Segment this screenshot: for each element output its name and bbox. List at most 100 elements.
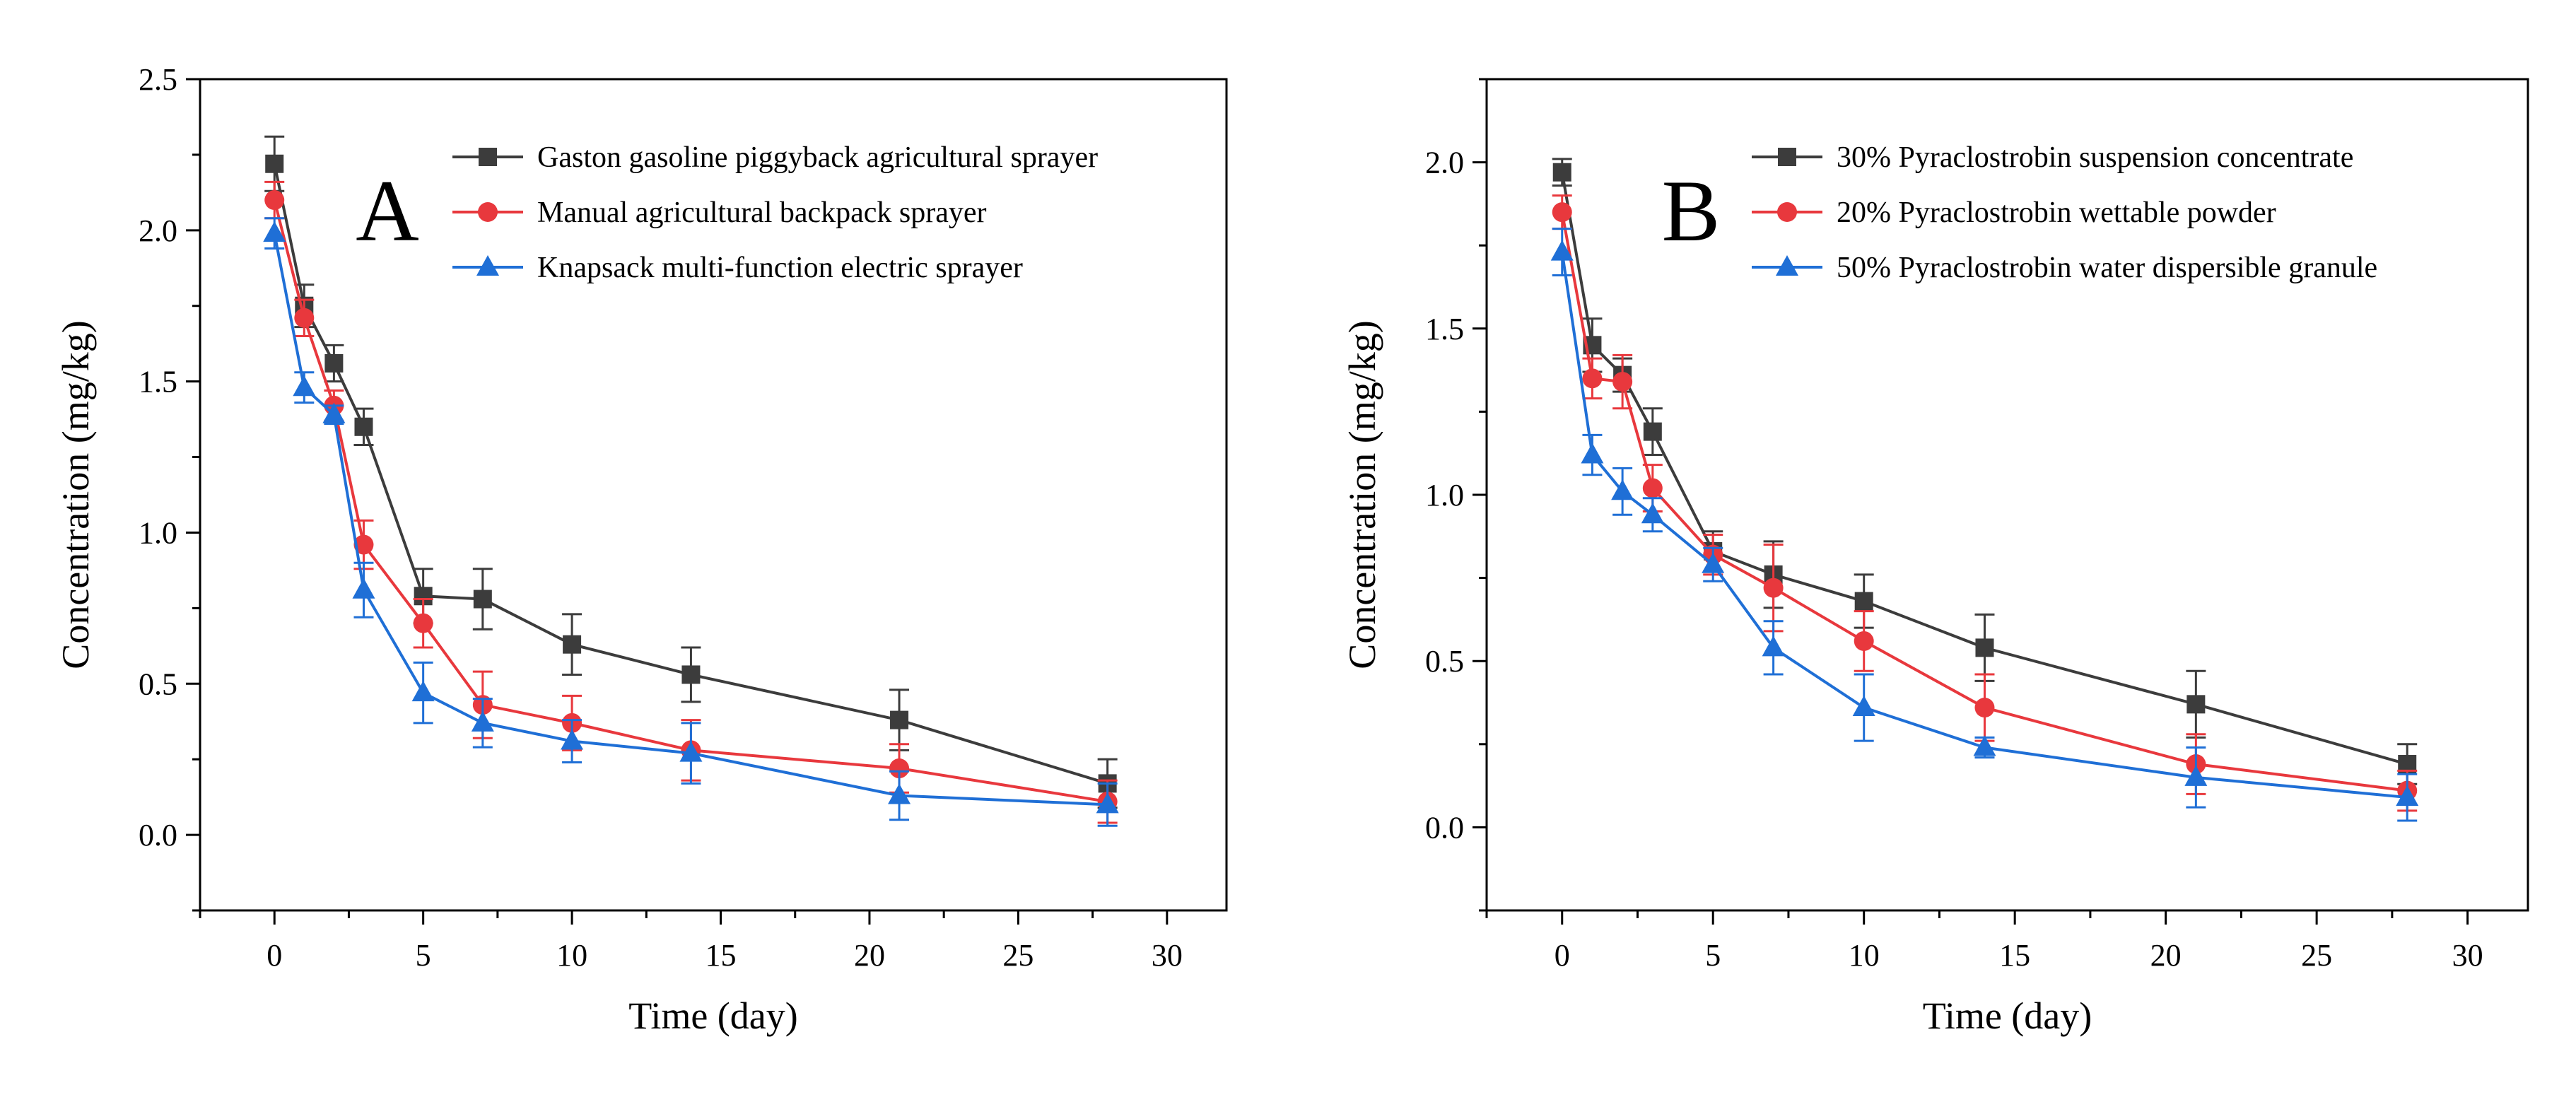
x-tick-label: 25 — [1002, 938, 1034, 973]
data-point — [1550, 240, 1574, 261]
x-tick-label: 30 — [2452, 938, 2483, 973]
data-point — [2184, 765, 2208, 786]
data-point — [1641, 503, 1664, 524]
y-tick-label: 1.5 — [139, 365, 177, 399]
data-point — [1581, 442, 1604, 464]
y-tick-label: 0.0 — [1425, 810, 1464, 845]
x-tick-label: 10 — [1849, 938, 1880, 973]
y-tick-label: 2.0 — [1425, 146, 1464, 180]
data-point — [411, 681, 435, 702]
data-point — [1643, 422, 1662, 441]
x-axis-title: Time (day) — [628, 995, 798, 1037]
y-tick-label: 1.5 — [1425, 312, 1464, 346]
y-tick-label: 1.0 — [139, 515, 177, 550]
data-point — [1854, 631, 1874, 651]
data-point — [1975, 638, 1994, 657]
data-point — [1702, 552, 1725, 573]
series-3 — [263, 217, 1119, 827]
data-point — [293, 375, 316, 397]
data-point — [1612, 372, 1633, 392]
x-tick-label: 10 — [556, 938, 587, 973]
data-point — [1552, 163, 1571, 182]
series-2 — [1552, 194, 2418, 812]
x-tick-label: 0 — [1555, 938, 1570, 973]
data-point — [265, 154, 284, 173]
data-point — [888, 783, 911, 804]
legend-label: 20% Pyraclostrobin wettable powder — [1837, 197, 2276, 229]
data-point — [1973, 735, 1996, 756]
series-line — [273, 233, 1108, 807]
series-3 — [1550, 228, 2419, 822]
x-tick-label: 30 — [1152, 938, 1183, 973]
data-point — [1854, 592, 1873, 611]
data-point — [2396, 785, 2419, 807]
data-point — [1974, 698, 1995, 718]
data-point — [413, 613, 433, 633]
legend-marker — [1776, 255, 1798, 276]
data-point — [354, 417, 373, 436]
legend-label: Knapsack multi-function electric sprayer — [537, 252, 1023, 284]
x-tick-label: 5 — [416, 938, 431, 973]
x-tick-label: 25 — [2301, 938, 2332, 973]
data-point — [563, 635, 582, 654]
x-tick-label: 20 — [854, 938, 885, 973]
data-point — [2186, 695, 2206, 714]
data-point — [322, 402, 346, 423]
y-axis-title: Concentration (mg/kg) — [1341, 320, 1383, 669]
chart-panel-a: 0 5 10 15 20 25 30 0.0 0.5 1.0 1.5 2.0 2.5 Time (day)… — [54, 62, 1228, 1037]
x-tick-label: 15 — [1999, 938, 2030, 973]
data-point — [1763, 577, 1784, 598]
legend-marker — [1777, 202, 1797, 222]
series-line — [273, 199, 1108, 804]
y-tick-label: 1.0 — [1425, 478, 1464, 512]
series-line — [273, 163, 1108, 785]
y-tick-label: 2.5 — [139, 62, 177, 97]
series-line — [1560, 172, 2408, 766]
data-point — [1552, 202, 1572, 223]
legend-marker — [1778, 148, 1796, 166]
x-tick-label: 20 — [2150, 938, 2182, 973]
legend-label: 30% Pyraclostrobin suspension concentrat… — [1837, 141, 2353, 174]
data-point — [324, 353, 344, 373]
data-point — [679, 741, 703, 762]
data-point — [1582, 368, 1603, 389]
legend-label: Gaston gasoline piggyback agricultural s… — [537, 141, 1098, 174]
series-line — [1560, 211, 2408, 792]
data-point — [264, 190, 285, 211]
plot-frame — [199, 78, 1228, 912]
data-point — [1611, 479, 1634, 500]
legend-label: Manual agricultural backpack sprayer — [537, 197, 987, 229]
data-point — [1096, 792, 1119, 814]
y-tick-label: 2.0 — [139, 213, 177, 248]
y-axis-title: Concentration (mg/kg) — [54, 320, 97, 669]
x-tick-label: 0 — [267, 938, 282, 973]
data-point — [1642, 478, 1663, 498]
y-tick-label: 0.0 — [139, 818, 177, 852]
legend-marker — [479, 148, 497, 166]
x-axis-title: Time (day) — [1923, 995, 2092, 1037]
legend-label: 50% Pyraclostrobin water dispersible gra… — [1837, 252, 2377, 284]
data-point — [294, 307, 315, 328]
x-tick-label: 15 — [706, 938, 737, 973]
data-point — [471, 710, 494, 732]
legend-marker — [478, 202, 498, 222]
data-point — [1762, 635, 1785, 657]
data-point — [263, 221, 286, 242]
y-tick-label: 0.5 — [1425, 644, 1464, 679]
data-point — [1852, 696, 1875, 717]
data-point — [473, 590, 492, 609]
data-point — [353, 534, 374, 555]
series-line — [1560, 252, 2408, 799]
legend-marker — [476, 255, 499, 276]
data-point — [561, 729, 584, 750]
data-point — [681, 665, 701, 684]
data-point — [352, 577, 375, 599]
panel-label: A — [356, 163, 419, 259]
series-1 — [264, 135, 1118, 809]
chart-panel-b: 0 5 10 15 20 25 30 0.0 0.5 1.0 1.5 2.0 Time (day) Con… — [1341, 78, 2529, 1037]
data-point — [889, 758, 910, 779]
y-tick-label: 0.5 — [139, 667, 177, 701]
data-point — [890, 710, 909, 729]
x-tick-label: 5 — [1705, 938, 1721, 973]
